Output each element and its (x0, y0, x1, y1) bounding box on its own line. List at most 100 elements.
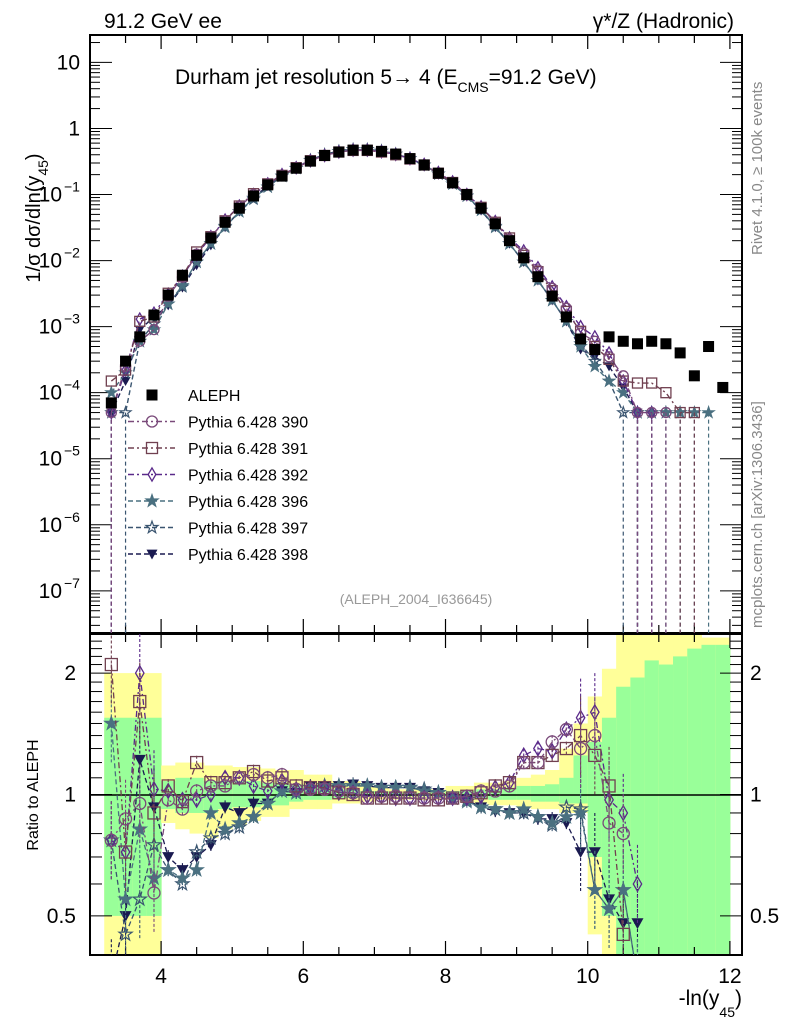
band-inner (673, 656, 688, 955)
data-point (205, 786, 216, 803)
band-inner (630, 677, 646, 955)
data-point (131, 890, 149, 907)
data-point (289, 782, 303, 796)
main-y-axis-label: 1/σ dσ/dln(y45) (23, 153, 51, 282)
data-point (262, 179, 274, 191)
y-tick-exponent: −3 (64, 311, 80, 327)
data-point (405, 789, 415, 807)
legend-item-p392: Pythia 6.428 392 (128, 466, 308, 485)
data-point (218, 779, 232, 793)
data-point (600, 900, 618, 917)
data-point (376, 145, 388, 157)
band-inner (687, 648, 702, 955)
data-point (204, 779, 218, 793)
data-point (389, 789, 403, 803)
legend-item-p398: Pythia 6.428 398 (128, 547, 308, 564)
data-point (543, 814, 561, 831)
analysis-reference: (ALEPH_2004_I636645) (340, 591, 493, 607)
y-tick-label: 10 (39, 514, 62, 537)
y-tick-exponent: −7 (64, 575, 80, 591)
band-inner (658, 664, 674, 955)
data-point (104, 833, 118, 847)
data-point (233, 202, 245, 214)
data-point (107, 405, 116, 420)
data-point (447, 177, 459, 189)
data-point (646, 406, 658, 419)
data-point (631, 972, 644, 985)
data-point (273, 782, 291, 799)
y-tick-label: 10 (39, 316, 62, 339)
data-point (291, 780, 302, 798)
data-point (573, 338, 588, 353)
legend-marker-icon (146, 549, 158, 560)
data-point (133, 694, 147, 709)
data-point (333, 146, 345, 158)
legend-label: Pythia 6.428 392 (188, 468, 308, 485)
series-line (110, 149, 652, 414)
data-point (660, 338, 672, 350)
data-point (588, 728, 602, 743)
main-plot-frame (89, 34, 743, 634)
legend-marker-icon (145, 441, 159, 455)
data-point (587, 358, 603, 373)
data-point (133, 796, 147, 811)
data-point (135, 311, 145, 327)
legend-item-p396: Pythia 6.428 396 (128, 492, 308, 511)
band-inner (530, 785, 546, 802)
data-point (531, 755, 545, 770)
data-point (561, 720, 572, 738)
data-point (503, 235, 515, 247)
ratio-y-tick-label: 2 (64, 662, 76, 685)
series-line (110, 673, 639, 885)
legend-item-p397: Pythia 6.428 397 (128, 519, 308, 538)
ratio-y-tick-label: 0.5 (47, 905, 76, 928)
data-point (202, 804, 220, 821)
data-point (432, 167, 444, 179)
data-point (660, 387, 672, 399)
data-point (346, 786, 360, 800)
data-point (161, 779, 175, 793)
data-point (717, 381, 729, 393)
data-point (646, 377, 658, 389)
series-p390 (105, 144, 672, 633)
data-point (616, 826, 630, 841)
data-point (502, 775, 517, 790)
data-point (160, 296, 176, 311)
legend-label: Pythia 6.428 397 (188, 521, 308, 538)
y-tick-label: 10 (39, 580, 62, 603)
data-point (231, 818, 248, 835)
data-point (557, 808, 575, 825)
data-point (248, 777, 259, 795)
data-point (517, 755, 531, 770)
data-point (191, 249, 203, 261)
data-point (145, 836, 163, 853)
data-point (275, 771, 289, 785)
x-axis-label: -ln(y45) (679, 987, 742, 1020)
y-tick-exponent: −6 (64, 509, 80, 525)
y-tick-label: 10 (39, 184, 62, 207)
data-point (259, 794, 277, 811)
ratio-y-axis-label: Ratio to ALEPH (25, 739, 42, 850)
data-point (261, 771, 275, 785)
data-point (545, 748, 559, 763)
rivet-version-label: Rivet 4.1.0, ≥ 100k events (749, 82, 766, 255)
data-point (147, 886, 161, 900)
y-tick-label: 10 (57, 51, 80, 74)
data-point (602, 816, 616, 830)
data-point (147, 806, 161, 820)
series-line (110, 149, 695, 414)
band-inner (232, 781, 247, 808)
data-point (631, 338, 643, 350)
legend-marker-icon (146, 389, 158, 401)
data-point (545, 735, 559, 749)
legend-label: ALEPH (188, 388, 240, 405)
data-point (460, 789, 474, 803)
data-point (617, 335, 629, 347)
data-point (219, 216, 231, 228)
legend-label: Pythia 6.428 391 (188, 441, 308, 458)
data-point (502, 779, 517, 793)
data-point (374, 789, 389, 803)
ratio-y-tick-label: 1 (64, 784, 76, 807)
data-point (674, 406, 686, 419)
data-point (174, 875, 191, 892)
